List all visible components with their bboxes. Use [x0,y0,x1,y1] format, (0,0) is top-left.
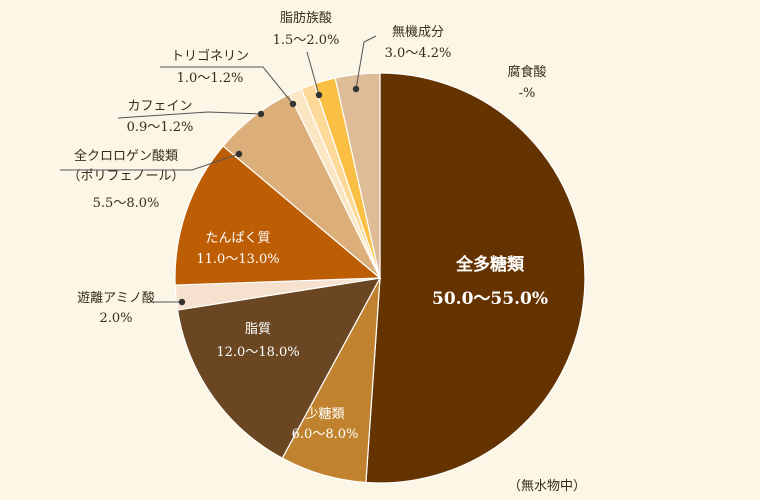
slice-value-label: 1.5〜2.0% [273,33,340,48]
slice-label: 脂肪族酸 [280,10,332,26]
slice-label: トリゴネリン [171,48,249,64]
leader-dot [178,298,186,306]
slice-label: たんぱく質 [205,231,270,246]
pie-slice [334,72,381,279]
leader-dot [315,91,323,99]
slice-value-label: 6.0〜8.0% [292,427,359,442]
inside-labels: 全多糖類 50.0〜55.0% 少糖類 6.0〜8.0% 脂質 12.0〜18.0% たんぱ… [196,231,548,442]
outside-labels: 遊離アミノ酸 2.0% 全クロロゲン酸類 （ポリフェノール） 5.5〜8.0% カフェイン… [60,10,547,326]
slice-label: カフェイン [127,99,192,114]
slice-value-label: 0.9〜1.2% [127,120,194,135]
slice-value-label: 50.0〜55.0% [432,289,548,309]
slice-label: 全クロロゲン酸類 [74,148,178,164]
leader-line [60,153,240,171]
slice-label: 脂質 [245,322,271,337]
leader-line [117,111,262,119]
leader-dot [352,85,360,93]
slice-value-label: 3.0〜4.2% [385,46,452,61]
pie-slice [174,145,382,286]
slice-label: 腐食酸 [507,64,546,80]
pie-slice [176,277,382,460]
slice-value-label: 2.0% [99,311,132,326]
footnote: （無水物中） [508,479,586,494]
leader-line [355,35,377,90]
leader-line [306,51,320,96]
leader-dot [257,110,265,118]
slice-value-label: -% [519,86,536,101]
pie-slices [174,72,586,484]
slice-label: 遊離アミノ酸 [77,291,155,306]
slice-value-label: 12.0〜18.0% [216,345,299,360]
leader-dot [289,100,297,108]
slice-label: 少糖類 [305,406,344,422]
slice-value-label: 1.0〜1.2% [177,71,244,86]
pie-slice [365,72,586,484]
slice-value-label: 11.0〜13.0% [196,252,279,267]
leader-line [160,66,294,105]
slice-label: （ポリフェノール） [67,169,184,184]
slice-label: 無機成分 [392,25,444,40]
leader-dot [235,150,243,158]
slice-label: 全多糖類 [455,254,525,275]
slice-value-label: 5.5〜8.0% [93,196,160,211]
